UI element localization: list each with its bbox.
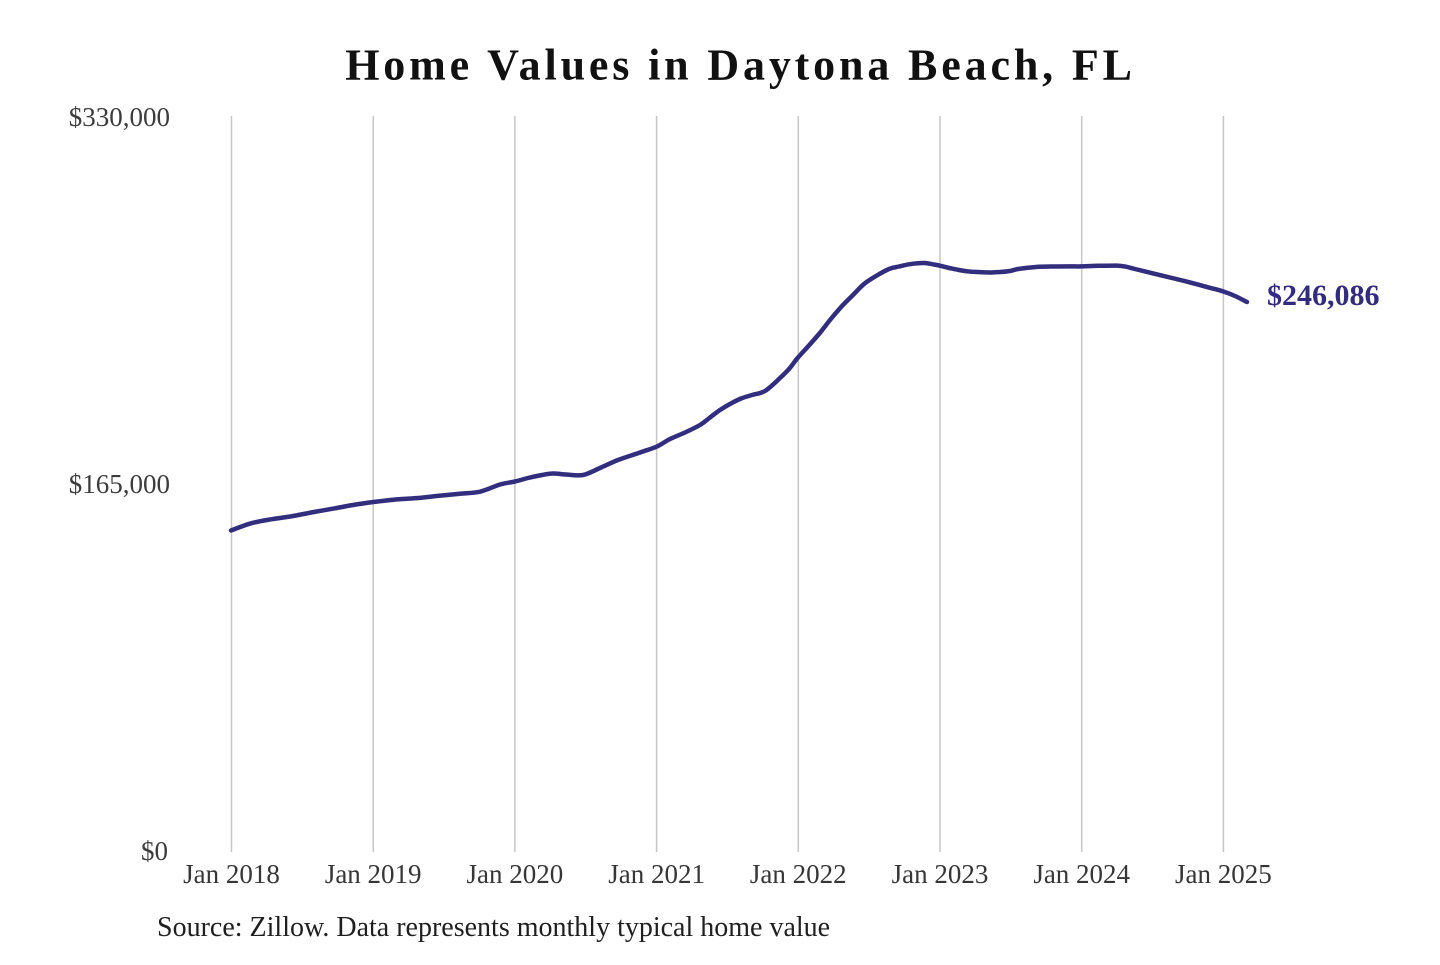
svg-text:Jan 2018: Jan 2018 [183,859,280,889]
svg-text:Jan 2019: Jan 2019 [325,859,422,889]
svg-text:Jan 2022: Jan 2022 [750,859,847,889]
svg-text:Source: Zillow. Data represent: Source: Zillow. Data represents monthly … [157,912,830,943]
svg-text:$246,086: $246,086 [1267,279,1380,312]
svg-text:$165,000: $165,000 [69,469,170,499]
svg-text:$330,000: $330,000 [69,102,170,132]
svg-text:$0: $0 [141,836,168,866]
svg-text:Home Values in Daytona Beach,: Home Values in Daytona Beach, FL [345,41,1136,90]
svg-text:Jan 2025: Jan 2025 [1175,859,1272,889]
svg-text:Jan 2023: Jan 2023 [892,859,989,889]
svg-text:Jan 2020: Jan 2020 [467,859,564,889]
svg-text:Jan 2021: Jan 2021 [608,859,705,889]
svg-text:Jan 2024: Jan 2024 [1033,859,1130,889]
